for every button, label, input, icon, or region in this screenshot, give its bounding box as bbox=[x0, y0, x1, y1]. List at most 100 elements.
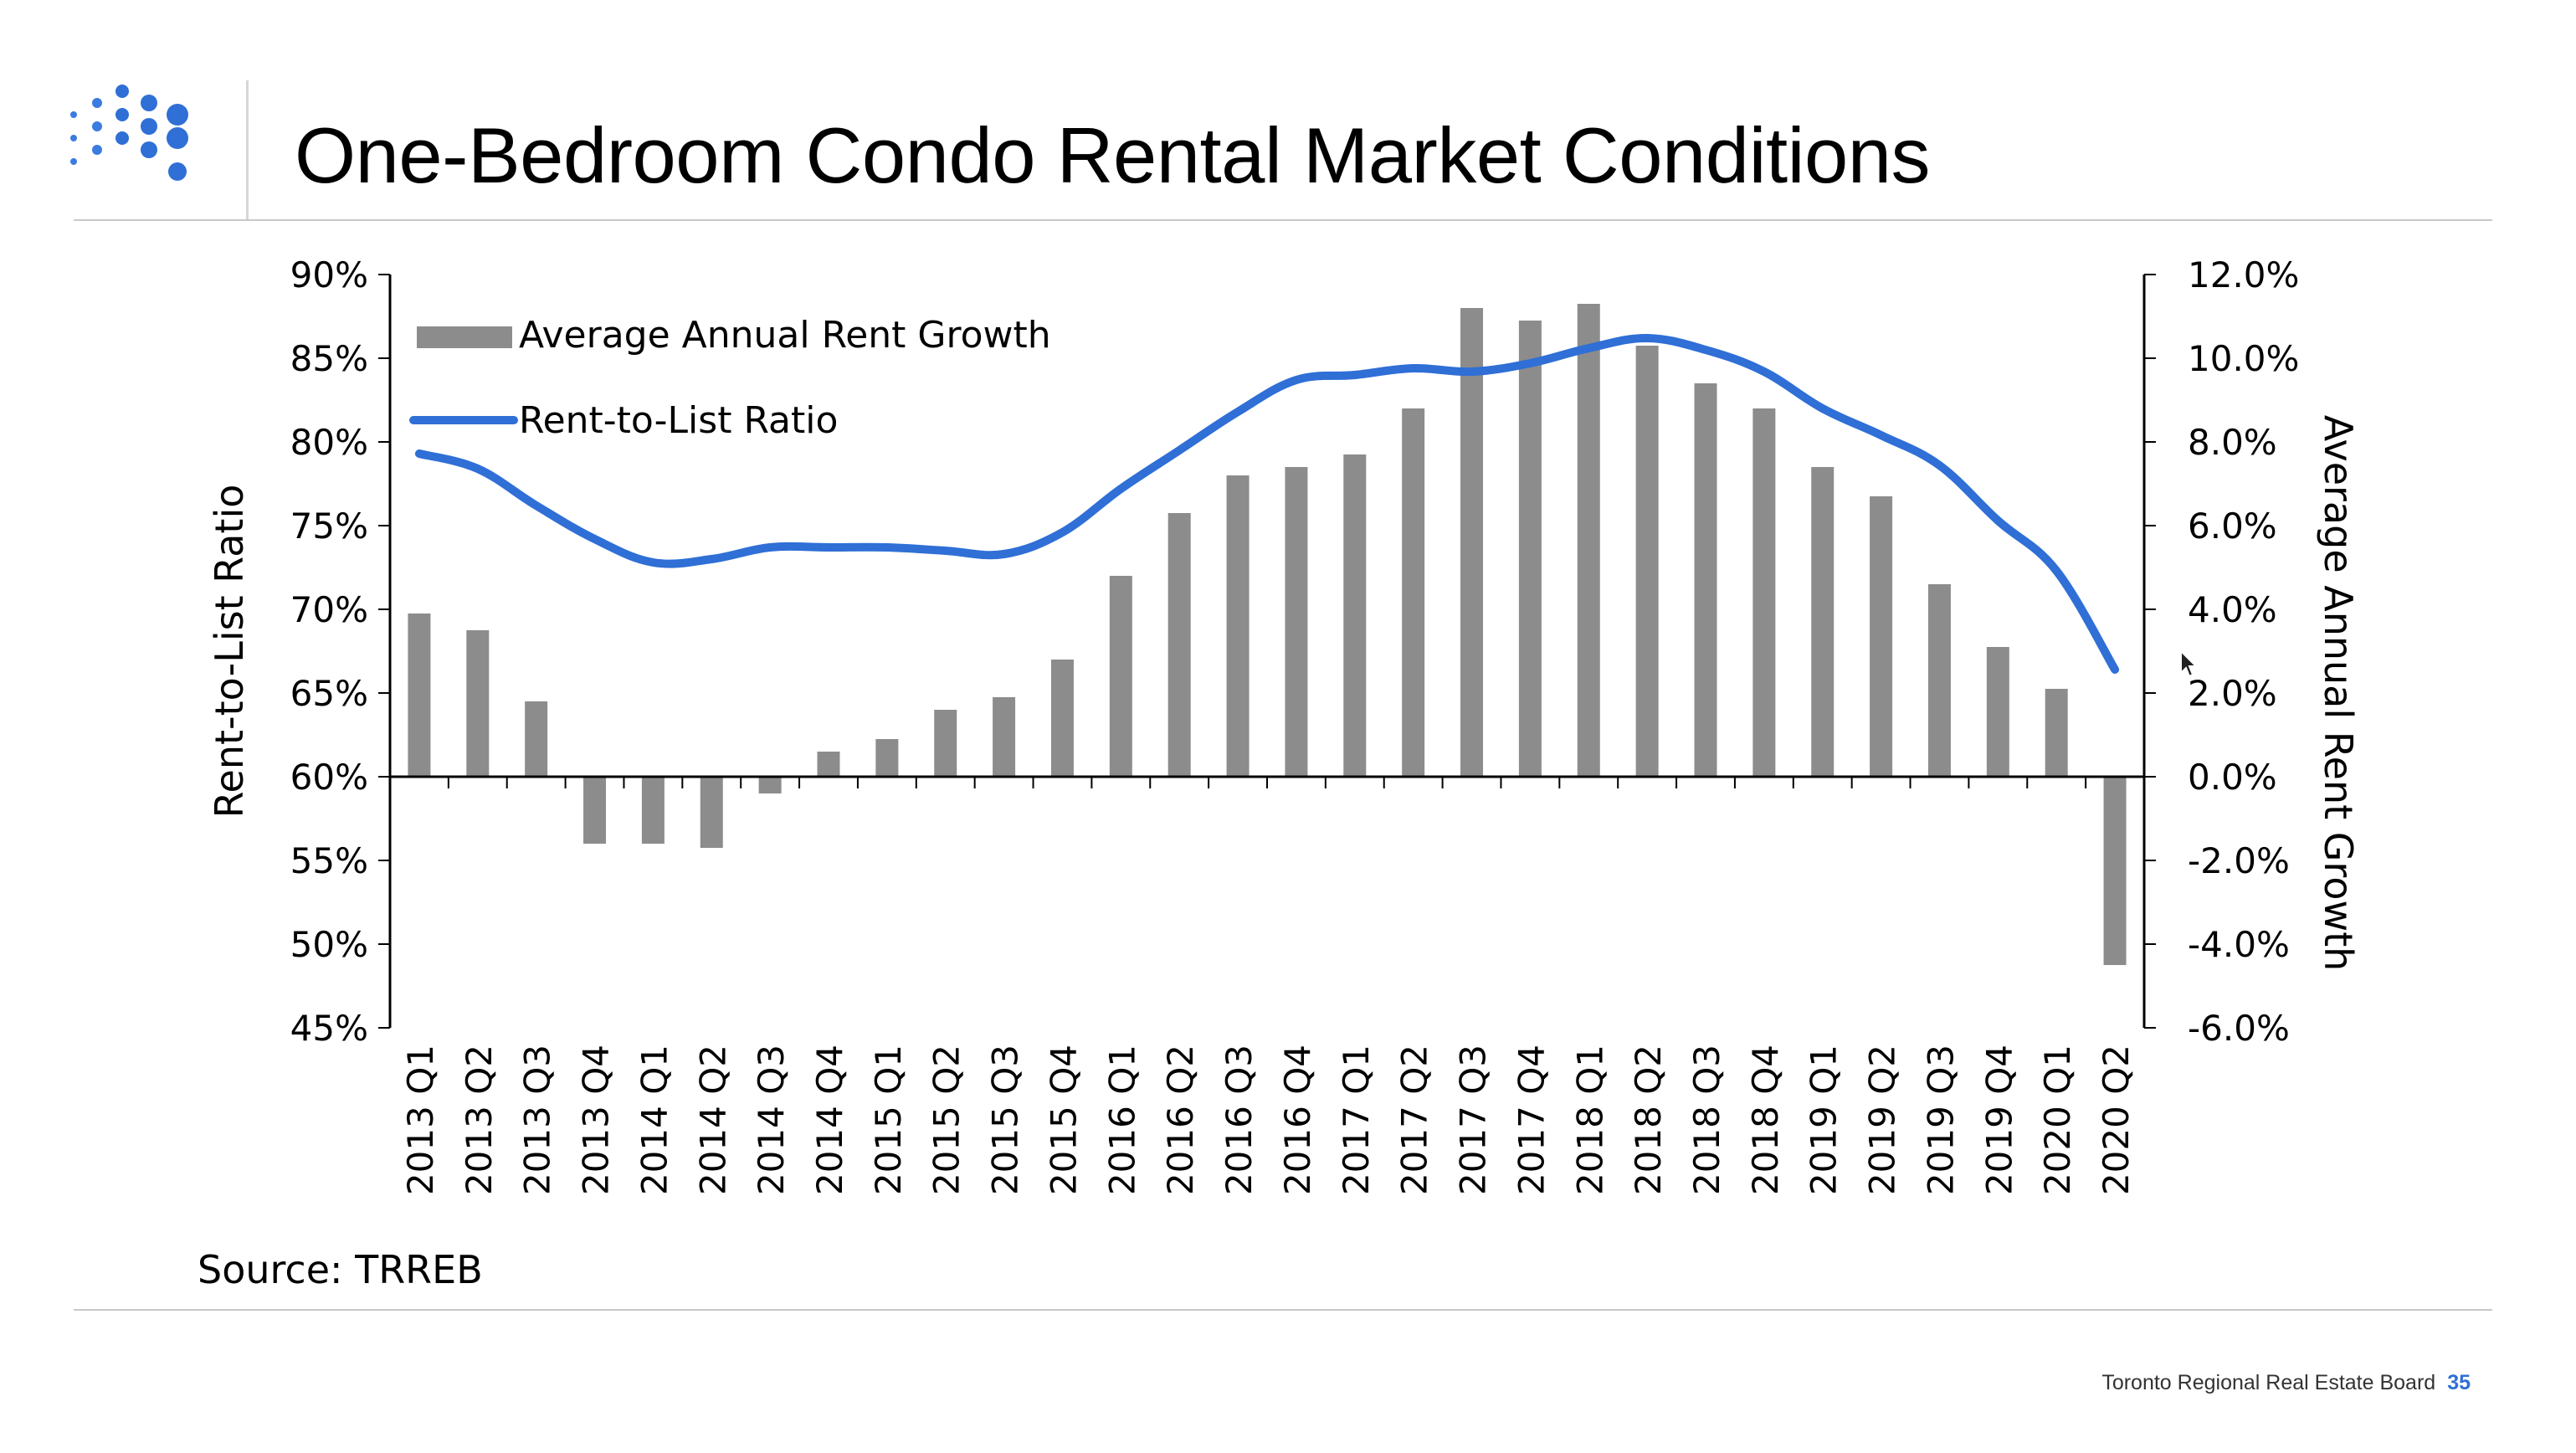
legend-label-rent-growth: Average Annual Rent Growth bbox=[519, 314, 1051, 357]
line-point-0 bbox=[417, 452, 421, 455]
bar-26 bbox=[1927, 584, 1951, 777]
right-tick-label: 6.0% bbox=[2188, 506, 2277, 547]
x-tick-label: 2016 Q4 bbox=[1277, 1045, 1318, 1195]
x-tick-label: 2016 Q2 bbox=[1160, 1045, 1201, 1195]
bar-8 bbox=[875, 739, 899, 777]
line-point-2 bbox=[534, 504, 538, 507]
line-point-11 bbox=[1060, 531, 1065, 534]
x-tick-label: 2020 Q2 bbox=[2096, 1045, 2137, 1195]
source-note: Source: TRREB bbox=[198, 1247, 483, 1292]
bar-1 bbox=[466, 630, 490, 777]
bar-17 bbox=[1402, 408, 1425, 777]
line-point-22 bbox=[1704, 348, 1707, 352]
bar-3 bbox=[583, 777, 607, 844]
line-point-27 bbox=[1996, 519, 2000, 522]
bar-12 bbox=[1109, 576, 1132, 777]
x-tick-label: 2015 Q3 bbox=[985, 1045, 1026, 1195]
x-tick-label: 2019 Q3 bbox=[1920, 1045, 1961, 1195]
x-tick-label: 2019 Q2 bbox=[1862, 1045, 1903, 1195]
line-point-25 bbox=[1879, 434, 1883, 437]
bar-20 bbox=[1577, 304, 1600, 777]
title-divider bbox=[246, 80, 249, 219]
x-tick-label: 2014 Q4 bbox=[809, 1045, 850, 1195]
right-tick-label: 10.0% bbox=[2188, 338, 2299, 379]
right-axis-title: Average Annual Rent Growth bbox=[2316, 415, 2361, 972]
bottom-rule bbox=[74, 1309, 2492, 1311]
left-tick-label: 90% bbox=[290, 254, 368, 295]
bar-24 bbox=[1811, 467, 1835, 777]
bar-0 bbox=[408, 614, 431, 777]
x-tick-label: 2018 Q2 bbox=[1628, 1045, 1669, 1195]
left-tick-label: 65% bbox=[290, 673, 368, 714]
line-point-13 bbox=[1178, 449, 1182, 452]
rent-to-list-line bbox=[414, 333, 2120, 674]
bar-15 bbox=[1285, 467, 1308, 777]
x-tick-label: 2014 Q2 bbox=[692, 1045, 733, 1195]
line-point-21 bbox=[1645, 336, 1650, 340]
bar-9 bbox=[934, 710, 957, 777]
line-point-5 bbox=[710, 557, 714, 561]
left-tick-label: 80% bbox=[290, 422, 368, 463]
bar-27 bbox=[1986, 647, 2009, 777]
left-tick-label: 85% bbox=[290, 338, 368, 379]
chart-legend: Average Annual Rent Growth Rent-to-List R… bbox=[409, 314, 1051, 442]
line-point-17 bbox=[1411, 367, 1415, 370]
line-point-9 bbox=[943, 549, 947, 552]
bar-19 bbox=[1518, 321, 1542, 777]
bar-6 bbox=[758, 777, 782, 793]
x-tick-label: 2019 Q1 bbox=[1804, 1045, 1845, 1195]
line-point-8 bbox=[885, 546, 889, 549]
x-tick-label: 2013 Q1 bbox=[400, 1045, 441, 1195]
bar-13 bbox=[1167, 513, 1191, 777]
chart-axes bbox=[378, 274, 2156, 1029]
left-tick-label: 45% bbox=[290, 1008, 368, 1049]
line-point-6 bbox=[768, 546, 772, 549]
bar-4 bbox=[641, 777, 665, 844]
x-tick-label: 2017 Q2 bbox=[1394, 1045, 1435, 1195]
line-point-24 bbox=[1820, 407, 1824, 410]
x-tick-label: 2013 Q4 bbox=[576, 1045, 617, 1195]
right-tick-label: -6.0% bbox=[2188, 1008, 2290, 1049]
rent-growth-bars bbox=[408, 304, 2127, 965]
line-point-12 bbox=[1119, 487, 1123, 490]
right-tick-label: -4.0% bbox=[2188, 924, 2290, 965]
page-number: 35 bbox=[2447, 1371, 2471, 1394]
rent-to-list-line-layer bbox=[414, 333, 2120, 674]
mouse-cursor-icon bbox=[2180, 649, 2199, 678]
left-tick-label: 60% bbox=[290, 757, 368, 798]
right-tick-label: 4.0% bbox=[2188, 589, 2277, 630]
x-tick-label: 2018 Q3 bbox=[1686, 1045, 1727, 1195]
x-tick-label: 2014 Q3 bbox=[751, 1045, 792, 1195]
right-tick-label: 12.0% bbox=[2188, 254, 2299, 295]
slide-footer: Toronto Regional Real Estate Board 35 bbox=[2101, 1371, 2471, 1395]
x-tick-label: 2013 Q2 bbox=[459, 1045, 500, 1195]
bar-25 bbox=[1870, 496, 1893, 777]
bar-10 bbox=[993, 697, 1016, 777]
bar-11 bbox=[1050, 660, 1074, 777]
x-tick-label: 2016 Q3 bbox=[1219, 1045, 1260, 1195]
bar-16 bbox=[1343, 454, 1367, 777]
bar-29 bbox=[2103, 777, 2127, 965]
rent-market-chart: 90% 85% 80% 75% 70% 65% 60% 55% 50% 45% 12.0% 10.0%… bbox=[207, 254, 2361, 1195]
bar-14 bbox=[1226, 475, 1250, 777]
line-point-23 bbox=[1762, 370, 1766, 373]
x-tick-label: 2015 Q2 bbox=[926, 1045, 967, 1195]
line-point-18 bbox=[1470, 370, 1474, 373]
top-rule bbox=[74, 219, 2492, 221]
x-tick-label: 2013 Q3 bbox=[517, 1045, 558, 1195]
left-tick-label: 75% bbox=[290, 506, 368, 547]
bar-2 bbox=[525, 701, 548, 777]
line-point-26 bbox=[1937, 464, 1942, 467]
line-point-14 bbox=[1236, 410, 1240, 413]
x-tick-label: 2014 Q1 bbox=[634, 1045, 675, 1195]
x-tick-label: 2015 Q1 bbox=[868, 1045, 909, 1195]
x-tick-label: 2018 Q1 bbox=[1569, 1045, 1610, 1195]
line-point-7 bbox=[827, 546, 830, 549]
slide-title: One-Bedroom Condo Rental Market Conditio… bbox=[295, 111, 1931, 199]
line-point-3 bbox=[593, 537, 597, 541]
line-point-19 bbox=[1528, 362, 1532, 365]
left-axis-title: Rent-to-List Ratio bbox=[207, 485, 252, 819]
x-tick-label: 2018 Q4 bbox=[1745, 1045, 1786, 1195]
left-tick-label: 70% bbox=[290, 589, 368, 630]
